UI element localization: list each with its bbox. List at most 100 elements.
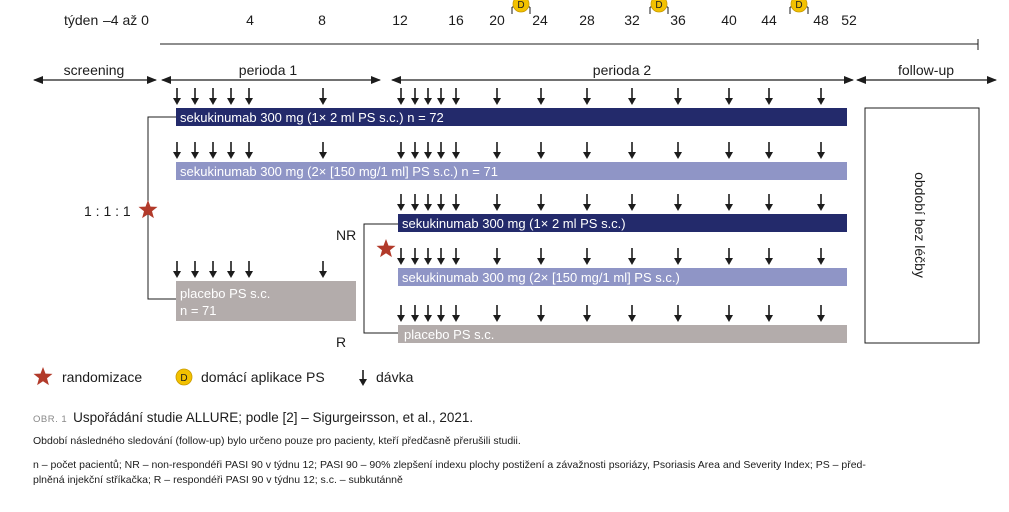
week-tick-32: 32 (624, 12, 640, 28)
dose-arrow (674, 88, 682, 105)
dose-arrow (319, 261, 327, 278)
week-tick-40: 40 (721, 12, 737, 28)
caption-figure-number: OBR. 1 (33, 414, 68, 425)
arm-bars: sekukinumab 300 mg (1× 2 ml PS s.c.) n =… (176, 108, 847, 343)
dose-arrow (674, 194, 682, 211)
week-axis-start-label: –4 až 0 (103, 12, 149, 28)
nr-arm2-bar (398, 268, 847, 286)
placebo-label-line1: placebo PS s.c. (180, 286, 270, 301)
home-marker-letter: D (655, 0, 662, 11)
randomization-2-bracket (363, 223, 400, 334)
arm2-bar (176, 162, 847, 180)
dose-arrow (452, 142, 460, 159)
dose-arrow (765, 142, 773, 159)
arm1-label: sekukinumab 300 mg (1× 2 ml PS s.c.) n =… (180, 110, 444, 125)
dose-arrow (583, 248, 591, 265)
week-axis: týden –4 až 0 4 8 12 16 20 24 28 32 36 40 44 48 52 D… (64, 0, 979, 50)
dose-arrow (227, 261, 235, 278)
caption-abbreviations-line2: plněná injekční stříkačka; R – respondéř… (33, 474, 403, 486)
dose-arrow (583, 142, 591, 159)
nr-arm1-label: sekukinumab 300 mg (1× 2 ml PS s.c.) (402, 216, 626, 231)
caption-title: OBR. 1 Uspořádání studie ALLURE; podle [2… (33, 410, 473, 425)
dose-arrow (583, 88, 591, 105)
legend-home-icon (175, 368, 193, 386)
dose-arrow (817, 194, 825, 211)
dose-arrow (397, 194, 405, 211)
home-marker-icon (790, 0, 808, 13)
dose-arrow (424, 305, 432, 322)
dose-arrow (191, 261, 199, 278)
dose-arrow (437, 142, 445, 159)
dose-arrow (424, 88, 432, 105)
nr-arm1-bar (398, 214, 847, 232)
r-label: R (336, 334, 346, 350)
week-tick-20: 20 (489, 12, 505, 28)
dose-arrow (437, 194, 445, 211)
dose-arrow (493, 88, 501, 105)
dose-arrow (725, 88, 733, 105)
caption-title-text: Uspořádání studie ALLURE; podle [2] – Si… (73, 410, 474, 425)
dose-arrow (227, 142, 235, 159)
screening-label: screening (64, 62, 125, 78)
week-tick-labels: 4 8 12 16 20 24 28 32 36 40 44 48 52 (246, 12, 857, 28)
legend-dose-label: dávka (376, 369, 414, 385)
r-placebo-label: placebo PS s.c. (404, 327, 494, 342)
legend-home-icon-letter: D (180, 373, 187, 384)
dose-arrow (674, 305, 682, 322)
no-treatment-label: období bez léčby (912, 172, 928, 278)
dose-arrow (452, 88, 460, 105)
dose-arrow (817, 88, 825, 105)
dose-arrow (493, 194, 501, 211)
dose-arrow (209, 88, 217, 105)
home-marker-icon (650, 0, 668, 13)
week-tick-52: 52 (841, 12, 857, 28)
legend: randomizace D domácí aplikace PS dávka (33, 367, 414, 386)
dose-arrow (397, 88, 405, 105)
dose-arrow (437, 88, 445, 105)
week-tick-16: 16 (448, 12, 464, 28)
dose-arrow (725, 194, 733, 211)
week-tick-48: 48 (813, 12, 829, 28)
week-tick-4: 4 (246, 12, 254, 28)
dose-arrow (245, 142, 253, 159)
placebo-label-line2: n = 71 (180, 303, 217, 318)
dose-arrow (725, 305, 733, 322)
dose-arrow (765, 305, 773, 322)
week-tick-12: 12 (392, 12, 408, 28)
arm2-label: sekukinumab 300 mg (2× [150 mg/1 ml] PS … (180, 164, 498, 179)
dose-arrow (537, 142, 545, 159)
week-tick-44: 44 (761, 12, 777, 28)
dose-arrow (537, 194, 545, 211)
dose-arrow (493, 305, 501, 322)
dose-arrow (245, 88, 253, 105)
dose-arrow (493, 142, 501, 159)
dose-arrow (765, 88, 773, 105)
dose-arrow (493, 248, 501, 265)
week-tick-36: 36 (670, 12, 686, 28)
dose-arrow (424, 248, 432, 265)
randomization-star-1 (138, 200, 158, 219)
dose-arrow (817, 142, 825, 159)
placebo-bar (176, 281, 356, 321)
dose-arrow (411, 305, 419, 322)
dose-arrow (628, 305, 636, 322)
week-tick-28: 28 (579, 12, 595, 28)
week-axis-label: týden (64, 12, 98, 28)
home-marker-letter: D (795, 0, 802, 11)
caption-note: Období následného sledování (follow-up) … (33, 435, 521, 447)
dose-arrow (674, 248, 682, 265)
dose-arrow (537, 88, 545, 105)
dose-arrow (628, 142, 636, 159)
legend-dose-arrow-icon (359, 370, 367, 386)
dose-arrow (817, 248, 825, 265)
dose-arrow (765, 248, 773, 265)
dose-arrow (411, 88, 419, 105)
dose-arrow (227, 88, 235, 105)
r-placebo-bar (398, 325, 847, 343)
week-tick-24: 24 (532, 12, 548, 28)
week-tick-8: 8 (318, 12, 326, 28)
dose-arrow (725, 248, 733, 265)
